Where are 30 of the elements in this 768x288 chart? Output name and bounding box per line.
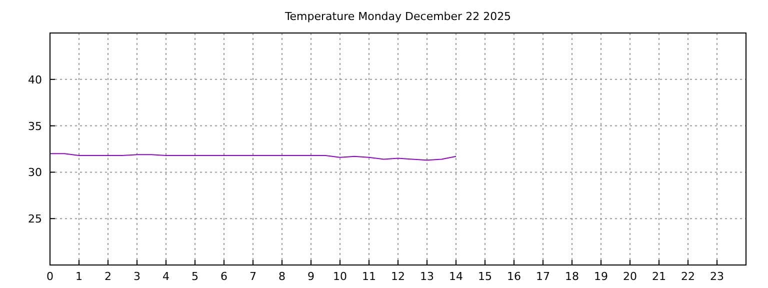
x-tick-label: 23 xyxy=(710,270,724,283)
x-tick-label: 15 xyxy=(478,270,492,283)
x-tick-label: 10 xyxy=(333,270,347,283)
y-tick-label: 35 xyxy=(28,120,42,133)
x-tick-label: 22 xyxy=(681,270,695,283)
x-tick-label: 20 xyxy=(623,270,637,283)
x-tick-label: 0 xyxy=(46,270,54,283)
x-tick-label: 2 xyxy=(104,270,112,283)
line-series xyxy=(50,153,456,161)
x-tick-label: 1 xyxy=(76,270,82,283)
x-tick-label: 12 xyxy=(391,270,405,283)
x-tick-label: 5 xyxy=(192,270,198,283)
x-tick-label: 4 xyxy=(162,270,170,283)
x-tick-label: 21 xyxy=(652,270,666,283)
x-tick-label: 7 xyxy=(250,270,256,283)
chart-title: Temperature Monday December 22 2025 xyxy=(284,10,512,23)
x-tick-label: 17 xyxy=(536,270,550,283)
x-tick-label: 9 xyxy=(308,270,314,283)
y-tick-label: 40 xyxy=(28,73,42,86)
x-tick-label: 8 xyxy=(278,270,286,283)
x-tick-label: 19 xyxy=(594,270,608,283)
y-tick-label: 25 xyxy=(28,212,42,226)
x-tick-label: 16 xyxy=(507,270,521,283)
x-tick-label: 13 xyxy=(420,270,434,283)
x-tick-label: 6 xyxy=(220,270,228,283)
x-tick-label: 3 xyxy=(134,270,140,283)
y-tick-label: 30 xyxy=(28,166,42,180)
x-tick-label: 11 xyxy=(362,270,376,283)
x-tick-label: 18 xyxy=(565,270,579,283)
x-tick-label: 14 xyxy=(449,270,463,283)
